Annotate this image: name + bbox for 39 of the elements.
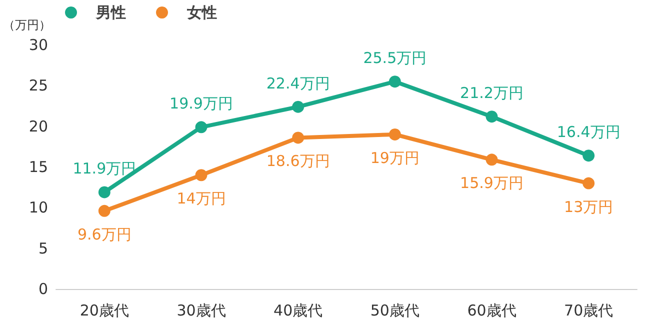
x-tick-label: 20歳代 <box>80 302 129 320</box>
data-label: 21.2万円 <box>460 84 524 102</box>
point <box>98 186 110 198</box>
point <box>98 204 110 217</box>
y-tick-label: 20 <box>28 117 48 136</box>
point <box>195 121 208 134</box>
point <box>388 128 401 140</box>
legend-label: 男性 <box>95 4 126 22</box>
data-label: 16.4万円 <box>556 123 620 142</box>
x-tick-label: 60歳代 <box>467 302 516 320</box>
data-label: 18.6万円 <box>266 152 330 170</box>
y-tick-label: 25 <box>28 76 48 95</box>
y-tick-label: 30 <box>28 36 48 54</box>
y-tick-label: 10 <box>28 198 48 217</box>
data-label: 22.4万円 <box>266 74 330 92</box>
y-axis-title: （万円） <box>3 18 51 32</box>
point <box>388 76 401 88</box>
point <box>582 150 595 162</box>
x-tick-label: 30歳代 <box>176 302 226 320</box>
y-tick-label: 15 <box>28 158 48 176</box>
data-label: 9.6万円 <box>77 225 132 244</box>
point <box>582 177 595 190</box>
data-label: 15.9万円 <box>460 174 524 192</box>
legend-label: 女性 <box>186 4 217 22</box>
point <box>486 154 498 166</box>
data-label: 13万円 <box>564 198 614 216</box>
data-label: 14万円 <box>176 190 226 208</box>
x-tick-label: 40歳代 <box>274 302 323 320</box>
data-label: 25.5万円 <box>363 49 427 68</box>
y-tick-label: 5 <box>38 239 48 258</box>
data-label: 19.9万円 <box>170 94 233 113</box>
point <box>195 169 208 182</box>
point <box>292 132 304 144</box>
point <box>486 110 498 123</box>
x-tick-label: 50歳代 <box>370 302 420 320</box>
data-label: 19万円 <box>370 148 420 167</box>
y-tick-label: 0 <box>38 280 48 298</box>
x-tick-label: 70歳代 <box>564 302 614 320</box>
point <box>292 100 304 113</box>
